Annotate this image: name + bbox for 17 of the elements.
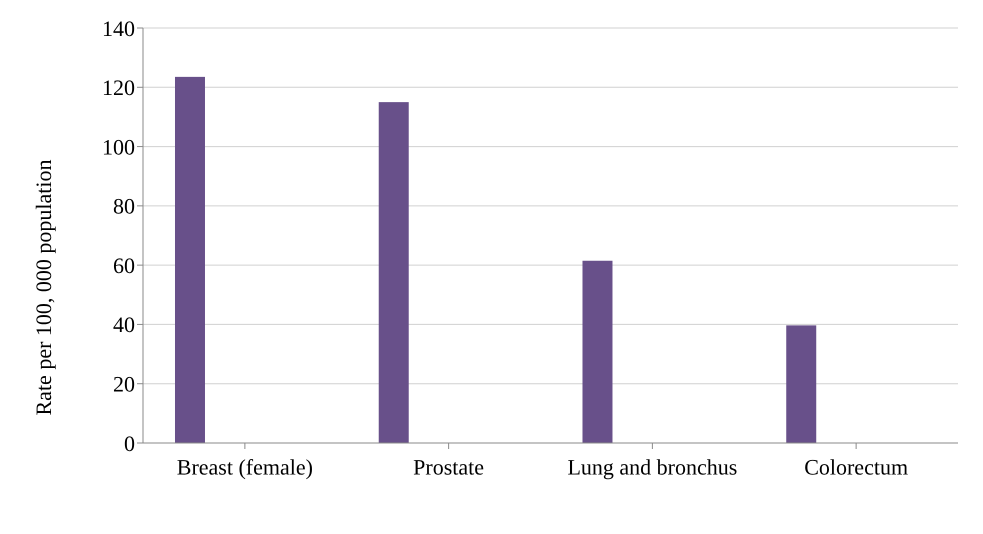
y-tick-label: 100 <box>102 134 135 160</box>
bar <box>786 325 816 443</box>
x-tick-label: Prostate <box>413 454 484 480</box>
bar <box>174 76 205 443</box>
bar <box>582 260 612 443</box>
y-tick-label: 120 <box>102 75 135 100</box>
y-tick-label: 80 <box>113 194 135 219</box>
x-tick-label: Colorectum <box>804 454 908 480</box>
y-tick-label: 60 <box>113 252 135 278</box>
x-tick-label: Lung and bronchus <box>567 454 738 480</box>
y-tick-label: 20 <box>113 372 135 397</box>
x-tick-label: Breast (female) <box>176 454 313 480</box>
y-tick-label: 0 <box>124 430 135 456</box>
y-tick-label: 40 <box>113 312 135 338</box>
y-tick-label: 140 <box>102 16 135 41</box>
y-axis-title: Rate per 100, 000 population <box>30 159 56 416</box>
bar <box>378 102 409 443</box>
